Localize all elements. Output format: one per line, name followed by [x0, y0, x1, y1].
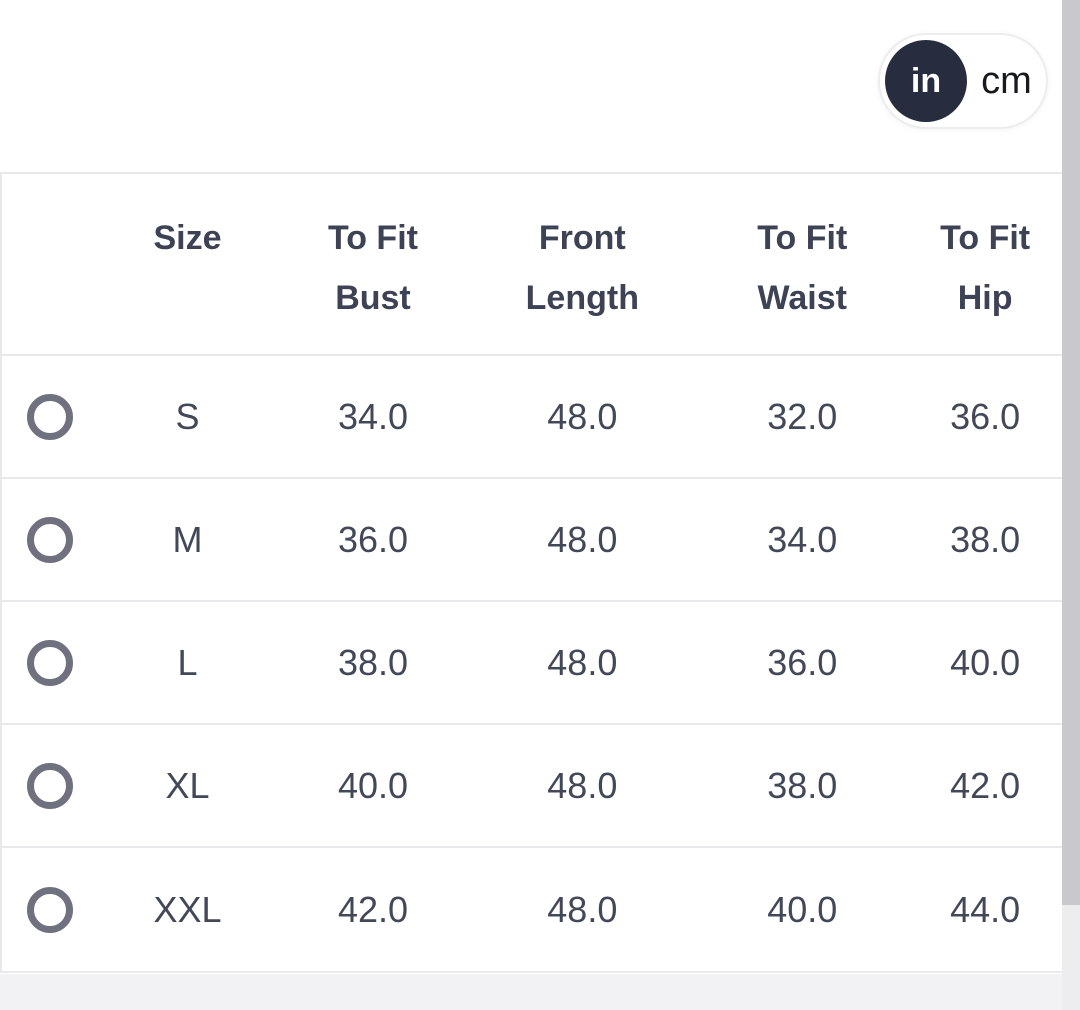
scrollbar-thumb[interactable]	[1062, 0, 1080, 905]
cell-to-fit-bust: 40.0	[337, 764, 409, 806]
size-row-m: M 36.0 48.0 34.0 38.0	[2, 479, 1062, 602]
cell-front-length: 48.0	[547, 641, 618, 683]
cell-to-fit-bust: 42.0	[337, 888, 409, 930]
size-row-s: S 34.0 48.0 32.0 36.0	[2, 356, 1062, 479]
header-front-length-line2: Length	[525, 279, 639, 317]
size-row-l: L 38.0 48.0 36.0 40.0	[2, 602, 1062, 725]
size-row-xxl: XXL 42.0 48.0 40.0 44.0	[2, 848, 1062, 971]
cell-size: L	[177, 641, 198, 683]
cell-size: S	[175, 395, 200, 437]
header-hip-line2: Hip	[957, 279, 1013, 317]
cell-size: M	[172, 518, 203, 560]
header-size-line1: Size	[153, 219, 222, 257]
cell-to-fit-hip: 36.0	[950, 395, 1021, 437]
header-to-fit-hip: To Fit Hip	[908, 174, 1062, 354]
size-chart-table: Size To Fit Bust Front Length To Fit Wai…	[0, 172, 1062, 973]
size-radio-s[interactable]	[26, 393, 73, 440]
cell-front-length: 48.0	[547, 518, 618, 560]
unit-option-in-label: in	[910, 61, 942, 100]
cell-to-fit-hip: 40.0	[950, 641, 1021, 683]
unit-option-in[interactable]: in	[885, 40, 967, 122]
cell-to-fit-waist: 40.0	[767, 888, 838, 930]
cell-size: XL	[165, 764, 210, 806]
size-radio-xl[interactable]	[26, 762, 73, 809]
unit-toggle[interactable]: in cm	[878, 33, 1048, 129]
table-header-row: Size To Fit Bust Front Length To Fit Wai…	[2, 174, 1062, 356]
cell-to-fit-bust: 34.0	[337, 395, 409, 437]
cell-to-fit-waist: 36.0	[767, 641, 838, 683]
header-bust-line2: Bust	[335, 279, 411, 317]
size-row-xl: XL 40.0 48.0 38.0 42.0	[2, 725, 1062, 848]
header-hip-line1: To Fit	[940, 219, 1031, 257]
cell-to-fit-waist: 32.0	[767, 395, 838, 437]
cell-to-fit-hip: 42.0	[950, 764, 1021, 806]
unit-option-cm-label: cm	[981, 59, 1032, 102]
cell-to-fit-hip: 44.0	[950, 888, 1021, 930]
header-bust-line1: To Fit	[327, 219, 418, 257]
cell-to-fit-bust: 38.0	[337, 641, 409, 683]
header-front-length-line1: Front	[538, 219, 626, 257]
size-radio-xxl[interactable]	[26, 886, 73, 933]
cell-front-length: 48.0	[547, 764, 618, 806]
size-radio-l[interactable]	[26, 639, 73, 686]
unit-option-cm[interactable]: cm	[967, 35, 1046, 127]
size-radio-m[interactable]	[26, 516, 73, 563]
cell-to-fit-waist: 38.0	[767, 764, 838, 806]
cell-to-fit-hip: 38.0	[950, 518, 1021, 560]
scrollbar-track[interactable]	[1062, 0, 1080, 1010]
header-size: Size	[97, 174, 277, 354]
cell-to-fit-bust: 36.0	[337, 518, 409, 560]
header-front-length: Front Length	[468, 174, 696, 354]
cell-front-length: 48.0	[547, 888, 618, 930]
cell-front-length: 48.0	[547, 395, 618, 437]
header-to-fit-waist: To Fit Waist	[696, 174, 908, 354]
header-radio-spacer	[2, 174, 97, 354]
bottom-background-strip	[0, 974, 1080, 1010]
header-waist-line2: Waist	[757, 279, 847, 317]
cell-size: XXL	[153, 888, 222, 930]
header-to-fit-bust: To Fit Bust	[278, 174, 469, 354]
header-waist-line1: To Fit	[757, 219, 848, 257]
cell-to-fit-waist: 34.0	[767, 518, 838, 560]
